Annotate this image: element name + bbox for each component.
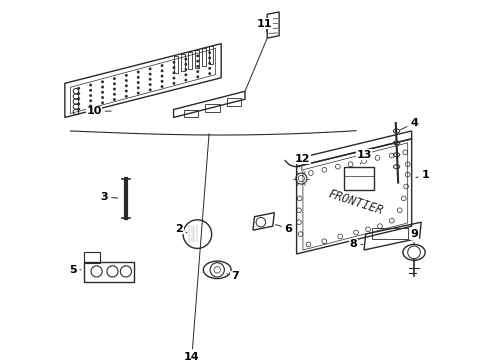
Circle shape [101,101,104,104]
Circle shape [89,99,92,102]
Circle shape [89,89,92,92]
Circle shape [196,70,199,73]
Circle shape [184,73,187,76]
Text: 3: 3 [101,192,118,202]
Text: 9: 9 [410,229,418,244]
Circle shape [125,90,128,93]
Text: 2: 2 [175,224,187,234]
Circle shape [137,91,140,94]
Circle shape [89,84,92,86]
Circle shape [149,78,151,81]
Circle shape [137,71,140,73]
Circle shape [149,88,151,91]
Bar [202,48,206,66]
Circle shape [149,67,151,70]
Circle shape [196,60,199,63]
Circle shape [101,80,104,83]
Text: 8: 8 [350,239,363,249]
Circle shape [208,51,211,54]
Circle shape [137,76,140,79]
Circle shape [125,95,128,98]
Circle shape [184,78,187,81]
Circle shape [125,84,128,87]
Circle shape [161,75,164,77]
Circle shape [184,68,187,71]
Bar [188,52,192,69]
Circle shape [137,86,140,89]
Circle shape [77,103,80,105]
Circle shape [161,80,164,83]
Circle shape [196,65,199,68]
Circle shape [208,72,211,75]
Bar [205,104,220,112]
Text: 14: 14 [184,134,209,360]
Circle shape [184,63,187,66]
Circle shape [77,87,80,90]
Text: 11: 11 [257,19,272,32]
Text: 13: 13 [356,150,372,164]
Bar [184,110,198,117]
Bar [227,98,241,105]
Circle shape [125,74,128,77]
Circle shape [196,75,199,78]
Circle shape [77,108,80,111]
Text: 1: 1 [416,170,429,180]
Circle shape [77,92,80,95]
Bar [84,252,100,264]
Text: 12: 12 [295,154,311,170]
Circle shape [113,87,116,90]
Bar [195,50,199,68]
Text: 10: 10 [87,106,111,116]
Text: 7: 7 [227,271,239,281]
Text: 6: 6 [275,224,293,234]
Circle shape [89,94,92,97]
Bar [173,55,177,73]
Circle shape [172,71,175,74]
Circle shape [77,97,80,100]
Circle shape [161,69,164,72]
Circle shape [149,83,151,86]
Circle shape [172,82,175,85]
Circle shape [89,104,92,107]
Circle shape [208,57,211,59]
Circle shape [184,58,187,60]
Bar [344,167,374,190]
Circle shape [172,66,175,69]
Circle shape [137,81,140,84]
Circle shape [149,73,151,76]
Text: 5: 5 [69,265,81,275]
Circle shape [208,62,211,64]
Circle shape [113,93,116,96]
Circle shape [172,61,175,64]
Bar [209,46,213,64]
Circle shape [113,82,116,85]
Circle shape [101,91,104,94]
Circle shape [101,86,104,89]
Circle shape [172,77,175,80]
Circle shape [161,85,164,88]
Circle shape [101,96,104,99]
Bar [372,228,408,239]
Text: FRONTIER: FRONTIER [327,188,385,217]
Circle shape [196,54,199,57]
Bar [181,54,185,71]
Circle shape [113,98,116,101]
Circle shape [161,64,164,67]
Text: 4: 4 [401,118,418,130]
Circle shape [125,79,128,82]
Circle shape [208,67,211,70]
Circle shape [113,77,116,80]
